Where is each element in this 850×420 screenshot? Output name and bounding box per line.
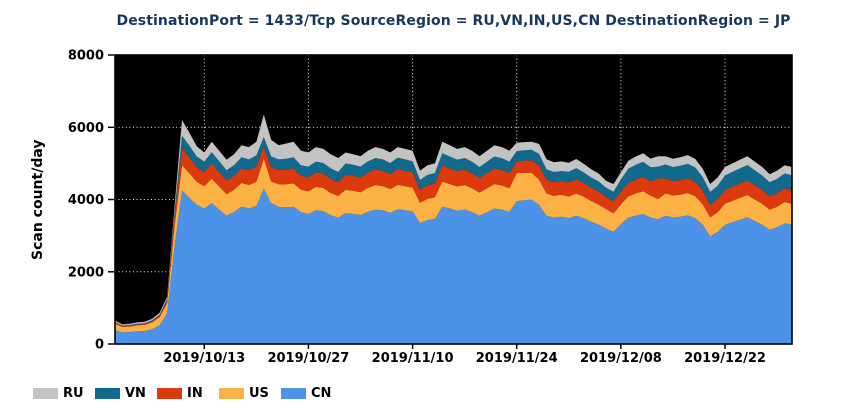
y-tick-label: 4000 xyxy=(68,193,104,208)
x-tick-label: 2019/10/27 xyxy=(267,351,349,366)
legend: RU VN IN US CN xyxy=(33,386,331,401)
legend-label-RU: RU xyxy=(63,386,84,401)
legend-item-RU: RU xyxy=(33,386,95,401)
x-tick-label: 2019/10/13 xyxy=(163,351,245,366)
legend-item-VN: VN xyxy=(95,386,157,401)
x-tick-label: 2019/12/08 xyxy=(580,351,662,366)
legend-label-VN: VN xyxy=(125,386,146,401)
x-tick-label: 2019/11/24 xyxy=(476,351,558,366)
legend-label-US: US xyxy=(249,386,269,401)
plot-border xyxy=(114,54,793,345)
y-tick-label: 2000 xyxy=(68,265,104,280)
area-US xyxy=(115,158,792,333)
y-tick-label: 6000 xyxy=(68,121,104,136)
legend-swatch-US xyxy=(219,388,244,399)
y-tick-label: 0 xyxy=(95,338,104,353)
legend-item-IN: IN xyxy=(157,386,219,401)
area-CN xyxy=(115,188,792,344)
x-tick-label: 2019/11/10 xyxy=(372,351,454,366)
area-IN xyxy=(115,147,792,327)
legend-swatch-RU xyxy=(33,388,58,399)
legend-item-US: US xyxy=(219,386,281,401)
x-tick-label: 2019/12/22 xyxy=(684,351,766,366)
y-tick-label: 8000 xyxy=(68,49,104,64)
legend-swatch-CN xyxy=(281,388,306,399)
legend-swatch-VN xyxy=(95,388,120,399)
chart-title: DestinationPort = 1433/Tcp SourceRegion … xyxy=(116,13,791,29)
legend-label-IN: IN xyxy=(187,386,203,401)
area-RU xyxy=(115,114,792,326)
area-VN xyxy=(115,135,792,327)
legend-item-CN: CN xyxy=(281,386,331,401)
legend-label-CN: CN xyxy=(311,386,332,401)
legend-swatch-IN xyxy=(157,388,182,399)
